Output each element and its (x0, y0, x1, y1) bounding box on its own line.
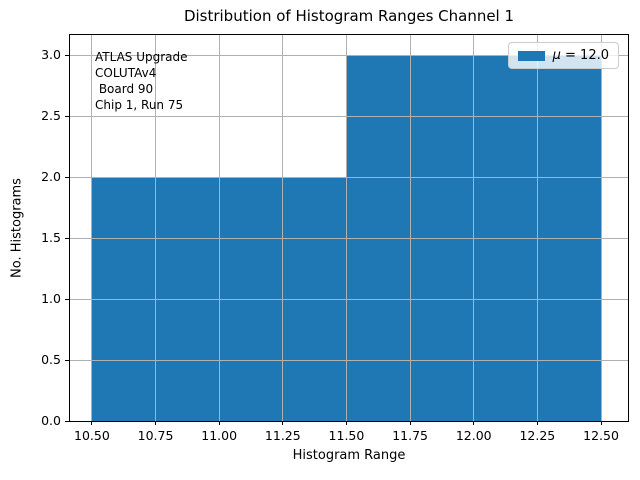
plot-area: ATLAS Upgrade COLUTAv4 Board 90 Chip 1, … (69, 34, 629, 422)
gridline-horizontal (70, 54, 628, 56)
x-axis-label: Histogram Range (292, 448, 406, 463)
y-axis-label: No. Histograms (9, 178, 25, 278)
annotation-text: ATLAS Upgrade COLUTAv4 Board 90 Chip 1, … (95, 49, 188, 113)
x-tick-mark (345, 421, 347, 425)
y-tick-label: 1.5 (41, 230, 61, 245)
gridline-vertical (155, 35, 157, 421)
gridline-horizontal (70, 359, 628, 361)
gridline-vertical (536, 35, 538, 421)
x-tick-label: 10.75 (137, 428, 174, 443)
x-tick-label: 12.25 (519, 428, 556, 443)
annotation-line: ATLAS Upgrade (95, 50, 188, 64)
annotation-line: COLUTAv4 (95, 66, 157, 80)
y-tick-mark (65, 115, 69, 117)
gridline-vertical (409, 35, 411, 421)
x-tick-label: 12.50 (583, 428, 619, 443)
x-tick-mark (282, 421, 284, 425)
mu-symbol: μ (552, 48, 561, 63)
x-tick-label: 11.50 (328, 428, 365, 443)
gridline-vertical (91, 35, 93, 421)
y-tick-label: 0.5 (41, 352, 61, 367)
grid-layer (70, 35, 628, 421)
y-tick-mark (65, 359, 69, 361)
x-tick-mark (155, 421, 157, 425)
x-tick-label: 10.50 (73, 428, 110, 443)
gridline-horizontal (70, 237, 628, 239)
x-tick-label: 11.25 (264, 428, 301, 443)
y-tick-label: 2.0 (41, 169, 61, 184)
y-tick-label: 1.0 (41, 291, 61, 306)
legend: μ = 12.0 (507, 42, 619, 69)
legend-value: = 12.0 (560, 48, 609, 63)
legend-label: μ = 12.0 (553, 48, 609, 63)
x-tick-label: 11.75 (392, 428, 428, 443)
y-tick-mark (65, 237, 69, 239)
x-tick-mark (409, 421, 411, 425)
chart-title: Distribution of Histogram Ranges Channel… (183, 7, 515, 25)
y-tick-mark (65, 176, 69, 178)
annotation-line: Board 90 (95, 82, 154, 96)
y-tick-label: 0.0 (41, 413, 61, 428)
annotation-line: Chip 1, Run 75 (95, 98, 184, 112)
legend-swatch (517, 50, 545, 61)
y-tick-mark (65, 298, 69, 300)
gridline-horizontal (70, 176, 628, 178)
gridline-vertical (473, 35, 475, 421)
x-tick-mark (473, 421, 475, 425)
y-tick-label: 2.5 (41, 108, 61, 123)
x-tick-mark (91, 421, 93, 425)
x-tick-mark (600, 421, 602, 425)
y-tick-mark (65, 420, 69, 422)
gridline-vertical (600, 35, 602, 421)
gridline-horizontal (70, 115, 628, 117)
gridline-vertical (345, 35, 347, 421)
gridline-vertical (282, 35, 284, 421)
gridline-horizontal (70, 298, 628, 300)
y-tick-label: 3.0 (41, 47, 61, 62)
x-tick-mark (536, 421, 538, 425)
x-tick-label: 12.00 (455, 428, 492, 443)
x-tick-label: 11.00 (201, 428, 238, 443)
x-tick-mark (218, 421, 220, 425)
y-tick-mark (65, 54, 69, 56)
gridline-vertical (218, 35, 220, 421)
